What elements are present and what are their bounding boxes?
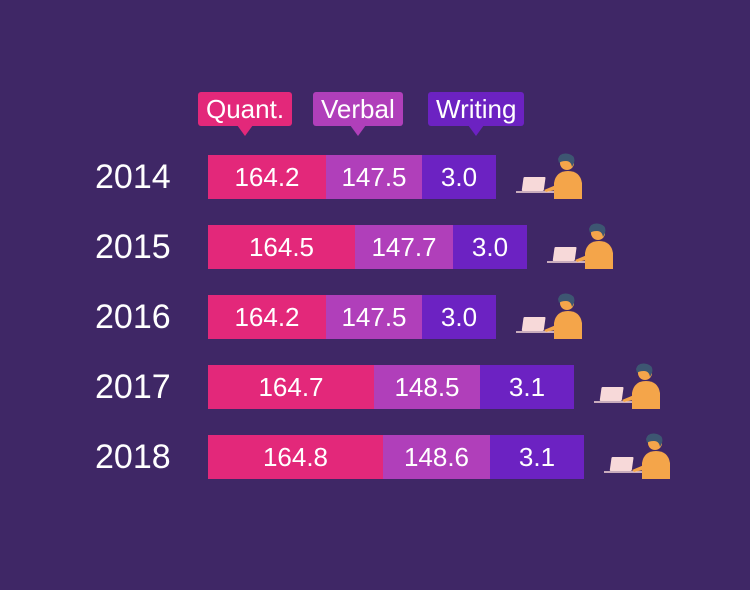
legend-verbal: Verbal xyxy=(313,92,403,136)
legend-quant-pointer xyxy=(237,125,254,136)
stacked-bar-2015: 164.5 147.7 3.0 xyxy=(208,225,527,269)
bar-verbal: 148.5 xyxy=(374,365,480,409)
person-at-laptop-icon xyxy=(516,293,582,339)
bar-writing: 3.0 xyxy=(422,155,496,199)
year-label: 2017 xyxy=(95,368,171,406)
legend-writing: Writing xyxy=(428,92,525,136)
person-at-laptop-icon xyxy=(594,363,660,409)
legend-verbal-pointer xyxy=(349,125,366,136)
bar-writing: 3.1 xyxy=(490,435,584,479)
legend-writing-pointer xyxy=(468,125,485,136)
bar-quant: 164.5 xyxy=(208,225,355,269)
bar-quant: 164.8 xyxy=(208,435,383,479)
bar-quant: 164.7 xyxy=(208,365,374,409)
person-at-laptop-icon xyxy=(516,153,582,199)
bar-verbal: 147.5 xyxy=(326,295,422,339)
legend-quant: Quant. xyxy=(198,92,293,136)
person-at-laptop-icon xyxy=(547,223,613,269)
stacked-bar-2014: 164.2 147.5 3.0 xyxy=(208,155,496,199)
stacked-bar-2017: 164.7 148.5 3.1 xyxy=(208,365,574,409)
bar-verbal: 147.5 xyxy=(326,155,422,199)
bar-writing: 3.0 xyxy=(453,225,527,269)
bar-quant: 164.2 xyxy=(208,295,326,339)
bar-verbal: 147.7 xyxy=(355,225,453,269)
bar-writing: 3.0 xyxy=(422,295,496,339)
stacked-bar-2016: 164.2 147.5 3.0 xyxy=(208,295,496,339)
legend-writing-label: Writing xyxy=(436,94,517,124)
bar-writing: 3.1 xyxy=(480,365,574,409)
year-label: 2014 xyxy=(95,158,171,196)
bar-verbal: 148.6 xyxy=(383,435,490,479)
stacked-bar-2018: 164.8 148.6 3.1 xyxy=(208,435,584,479)
year-label: 2016 xyxy=(95,298,171,336)
legend-quant-label: Quant. xyxy=(206,94,285,124)
year-label: 2015 xyxy=(95,228,171,266)
bar-quant: 164.2 xyxy=(208,155,326,199)
person-at-laptop-icon xyxy=(604,433,670,479)
year-label: 2018 xyxy=(95,438,171,476)
legend-verbal-label: Verbal xyxy=(321,94,395,124)
